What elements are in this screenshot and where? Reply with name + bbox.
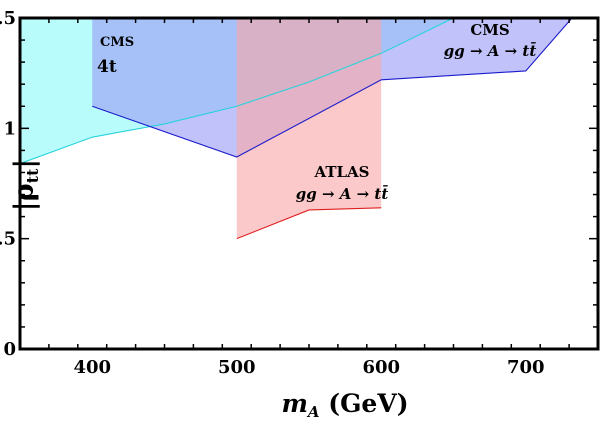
y-axis-title: |ρtt| <box>9 159 42 211</box>
y-tick-label: 0.5 <box>0 229 16 250</box>
annotation-atlas: ATLAS gg → A → tt̄ <box>296 163 389 203</box>
annotation-atlas-line2: gg → A → tt̄ <box>296 184 389 203</box>
boundary-cms-4t <box>20 18 454 165</box>
annotation-cmsA-line1: CMS <box>470 21 509 39</box>
x-tick-label: 500 <box>218 357 256 378</box>
annotation-atlas-line1: ATLAS <box>314 163 370 181</box>
annotation-cms4t-line1: CMS <box>100 35 134 50</box>
x-tick-label: 700 <box>507 357 545 378</box>
x-tick-label: 600 <box>362 357 400 378</box>
boundary-cms-gg-a-tt <box>92 18 573 158</box>
annotation-cms-a: CMS gg → A → tt̄ <box>444 21 537 60</box>
y-tick-label: 0 <box>3 339 16 360</box>
axis-ticks <box>19 17 599 350</box>
y-tick-label: 1 <box>3 118 16 139</box>
annotation-cms4t-line2: 4t <box>97 57 117 77</box>
region-atlas-gg-a-tt <box>236 18 382 239</box>
x-tick-label: 400 <box>73 357 111 378</box>
exclusion-regions <box>20 18 572 239</box>
axis-tick-labels: 400 500 600 700 0 0.5 1 1.5 <box>0 8 545 378</box>
y-tick-label: 1.5 <box>0 8 16 29</box>
boundary-lines <box>20 18 573 240</box>
boundary-atlas-gg-a-tt <box>236 207 382 240</box>
annotation-cms-4t: CMS 4t <box>97 35 134 77</box>
annotation-cmsA-line2: gg → A → tt̄ <box>444 41 537 60</box>
x-axis-title: mA (GeV) <box>281 389 408 421</box>
